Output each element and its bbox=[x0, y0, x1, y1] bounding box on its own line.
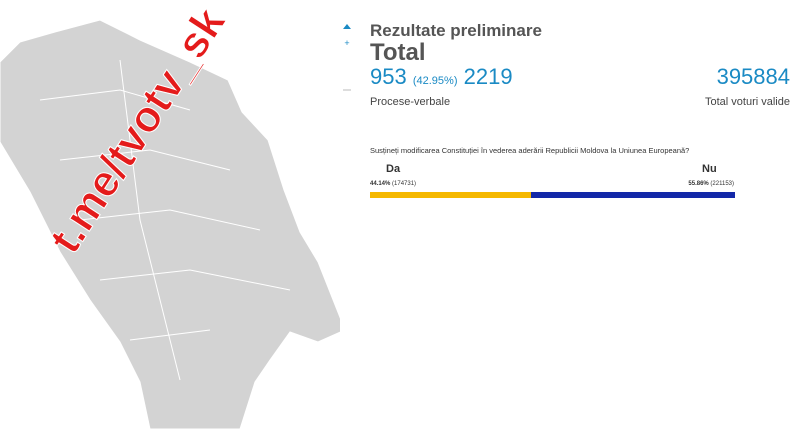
zoom-in[interactable]: + bbox=[344, 38, 349, 48]
result-bar bbox=[370, 192, 735, 198]
title: Rezultate preliminare bbox=[370, 21, 542, 40]
country-shape bbox=[0, 19, 340, 429]
home-button[interactable] bbox=[343, 24, 351, 29]
question: Susțineți modificarea Constituției în ve… bbox=[370, 146, 690, 155]
yes-label: Da bbox=[386, 163, 401, 175]
no-votes: (221153) bbox=[710, 181, 734, 187]
map: t.me/tvotv_sk bbox=[0, 0, 340, 429]
yes-votes: (174731) bbox=[392, 181, 417, 187]
no-label: Nu bbox=[702, 163, 717, 175]
yes-stats: 44.14% (174731) bbox=[370, 181, 416, 187]
map-controls: + bbox=[343, 24, 351, 91]
district-borders bbox=[39, 59, 291, 381]
no-stats: 55.86% (221153) bbox=[688, 181, 734, 187]
bar-segment bbox=[370, 192, 532, 198]
valid-votes-label: Total voturi valide bbox=[705, 96, 790, 108]
reports-total: 2219 bbox=[463, 64, 513, 89]
valid-votes: 395884 bbox=[716, 64, 790, 89]
reports-line: 953 (42.95%) 2219 bbox=[370, 64, 513, 90]
reports-label: Procese-verbale bbox=[370, 96, 451, 108]
reports-counted: 953 bbox=[370, 64, 407, 89]
reports-percent: (42.95%) bbox=[412, 75, 458, 87]
bar-segment bbox=[531, 192, 735, 198]
subtitle: Total bbox=[370, 39, 426, 66]
no-percent: 55.86% bbox=[688, 181, 709, 187]
yes-percent: 44.14% bbox=[370, 181, 391, 187]
